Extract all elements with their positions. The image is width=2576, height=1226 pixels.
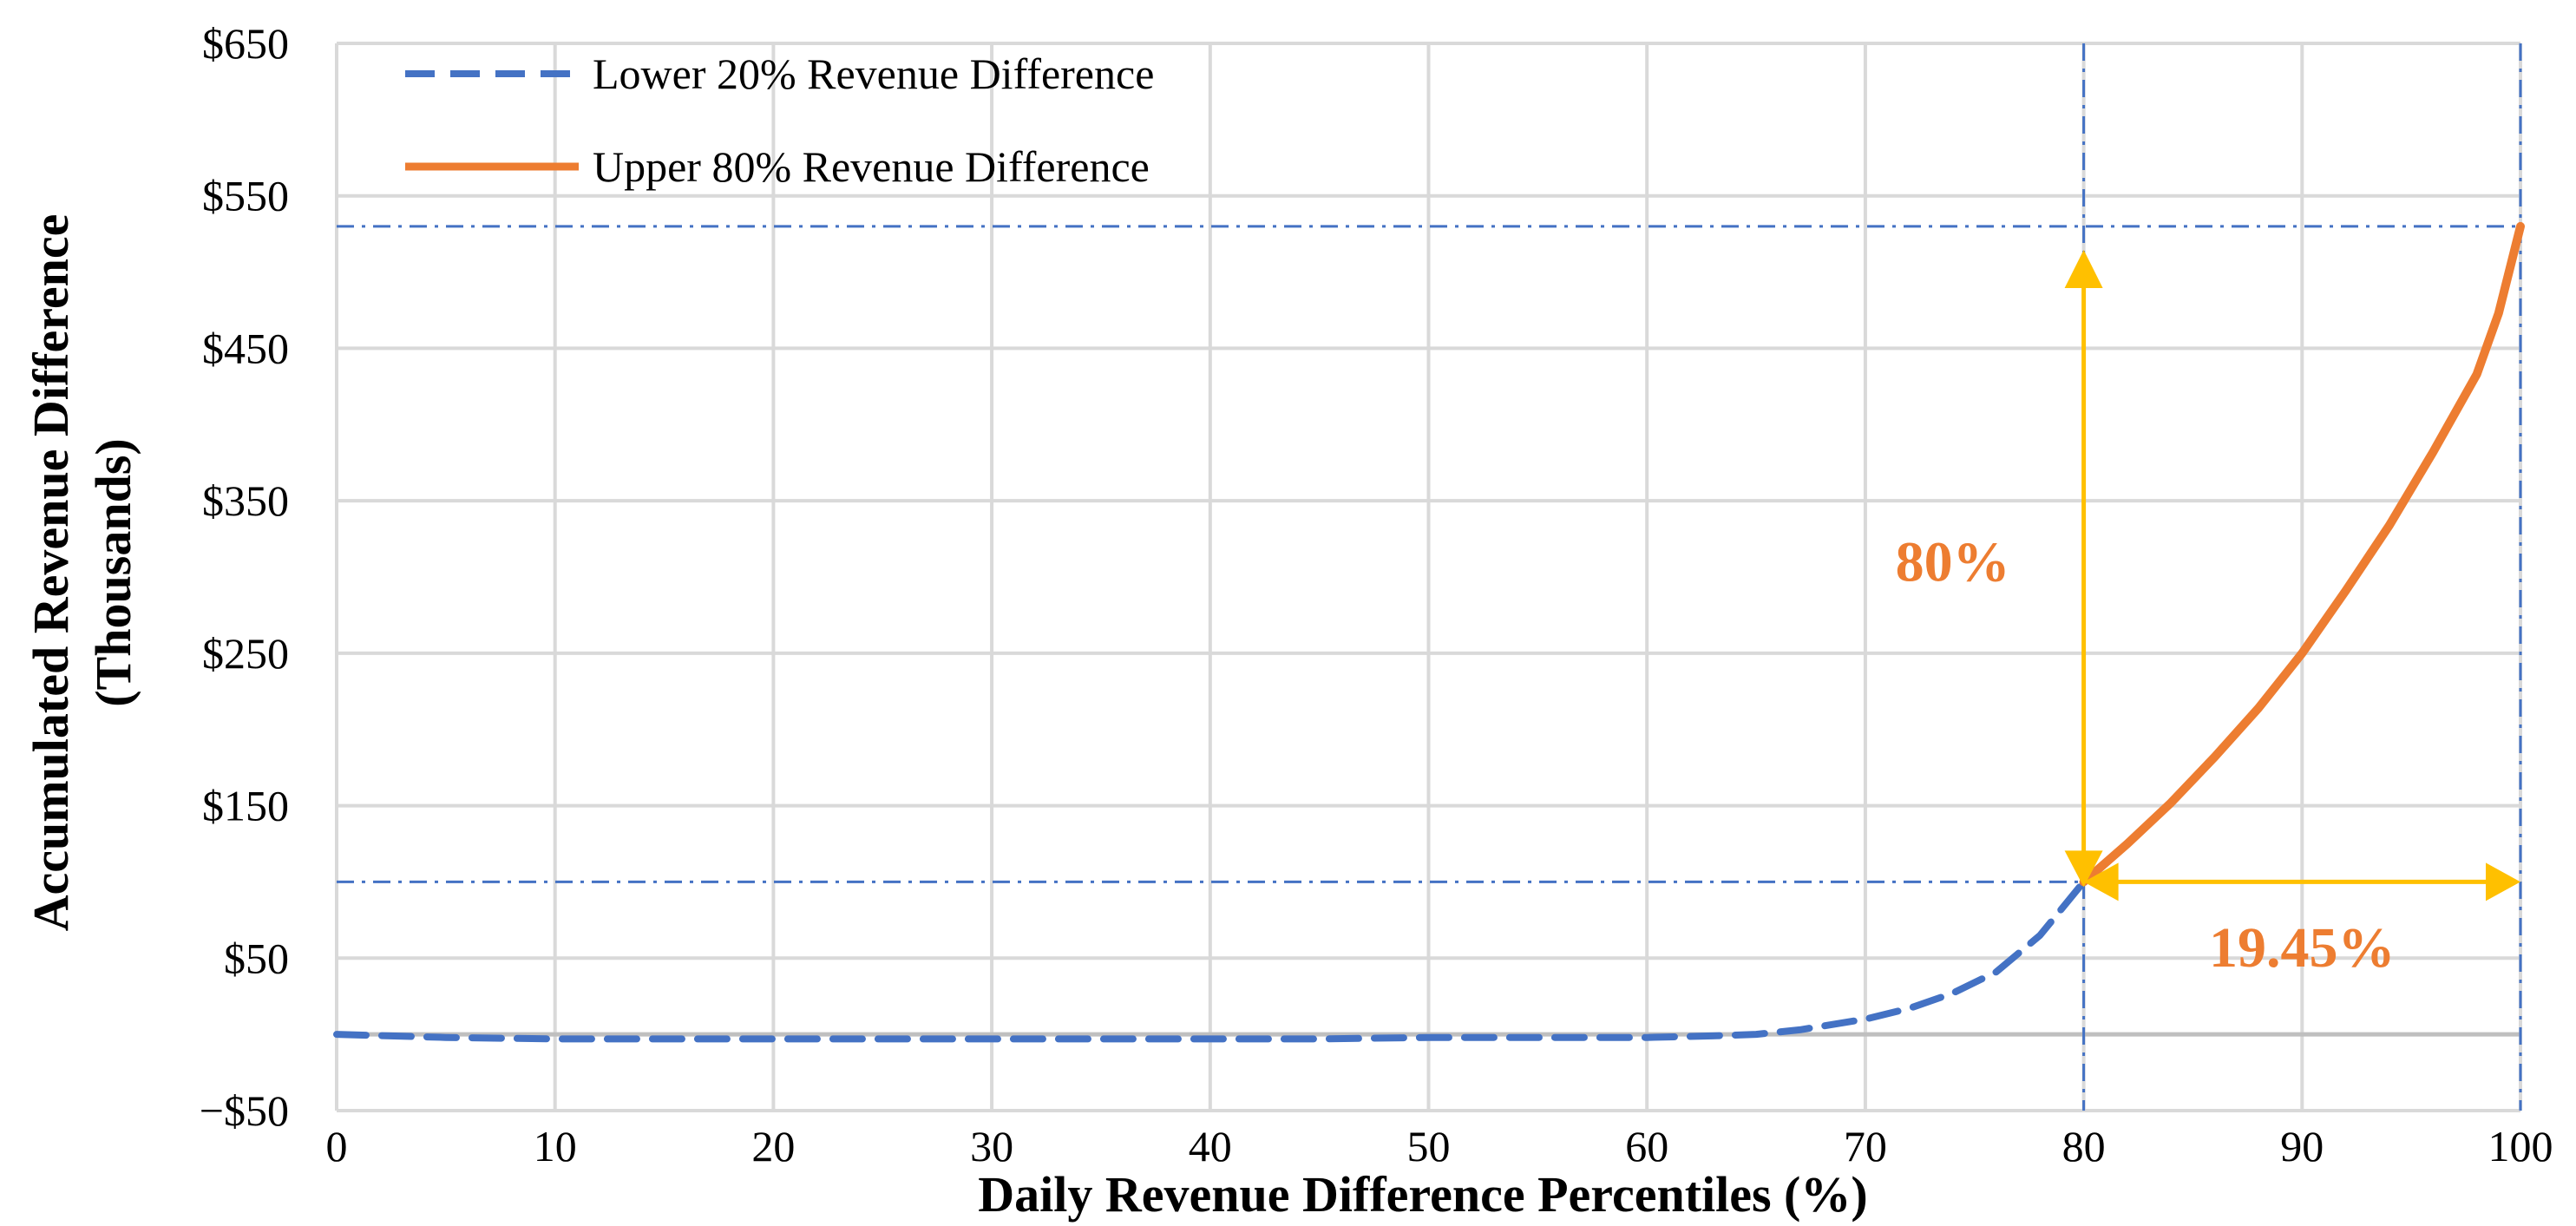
y-tick-label-0: −$50	[200, 1086, 289, 1135]
vertical-arrow-head-up	[2064, 250, 2103, 288]
horizontal-arrow-head-right	[2486, 862, 2520, 901]
y-tick-label-1: $50	[224, 934, 289, 982]
vertical-arrow-head-down	[2064, 850, 2103, 888]
annotations: 80% 19.45%	[1896, 250, 2520, 980]
legend: Lower 20% Revenue Difference Upper 80% R…	[405, 49, 1154, 191]
annotation-label-80: 80%	[1896, 530, 2010, 593]
y-tick-label-3: $250	[202, 629, 289, 678]
series-line-upper-80	[2079, 221, 2525, 887]
x-tick-label-100: 100	[2488, 1122, 2553, 1170]
x-tick-label-20: 20	[751, 1122, 795, 1170]
annotation-label-1945: 19.45%	[2209, 916, 2396, 980]
x-tick-label-10: 10	[534, 1122, 577, 1170]
legend-label-upper: Upper 80% Revenue Difference	[593, 142, 1150, 191]
y-tick-label-6: $550	[202, 172, 289, 220]
x-tick-label-30: 30	[970, 1122, 1013, 1170]
x-tick-label-0: 0	[326, 1122, 348, 1170]
axis-titles: Daily Revenue Difference Percentiles (%)…	[23, 214, 1868, 1223]
x-tick-label-50: 50	[1407, 1122, 1451, 1170]
gridlines	[335, 42, 2522, 1112]
legend-label-lower: Lower 20% Revenue Difference	[593, 49, 1154, 98]
x-tick-label-90: 90	[2280, 1122, 2324, 1170]
y-tick-label-5: $450	[202, 324, 289, 372]
x-tick-label-80: 80	[2062, 1122, 2106, 1170]
data-series	[333, 221, 2525, 1043]
y-tick-label-4: $350	[202, 476, 289, 525]
y-tick-label-7: $650	[202, 19, 289, 68]
y-axis-title-line-1: Accumulated Revenue Difference	[23, 214, 79, 932]
x-tick-label-60: 60	[1625, 1122, 1668, 1170]
tick-labels: 0 10 20 30 40 50 60 70 80 90 100 −$50 $50 $150 $250 $35…	[200, 19, 2553, 1170]
horizontal-arrow-head-left	[2083, 862, 2119, 901]
x-axis-title: Daily Revenue Difference Percentiles (%)	[978, 1166, 1867, 1223]
series-line-lower-20	[333, 878, 2088, 1043]
y-tick-label-2: $150	[202, 782, 289, 830]
y-axis-title-line-2: (Thousands)	[85, 438, 141, 706]
reference-lines	[337, 43, 2522, 1111]
x-tick-label-40: 40	[1189, 1122, 1232, 1170]
x-tick-label-70: 70	[1844, 1122, 1887, 1170]
